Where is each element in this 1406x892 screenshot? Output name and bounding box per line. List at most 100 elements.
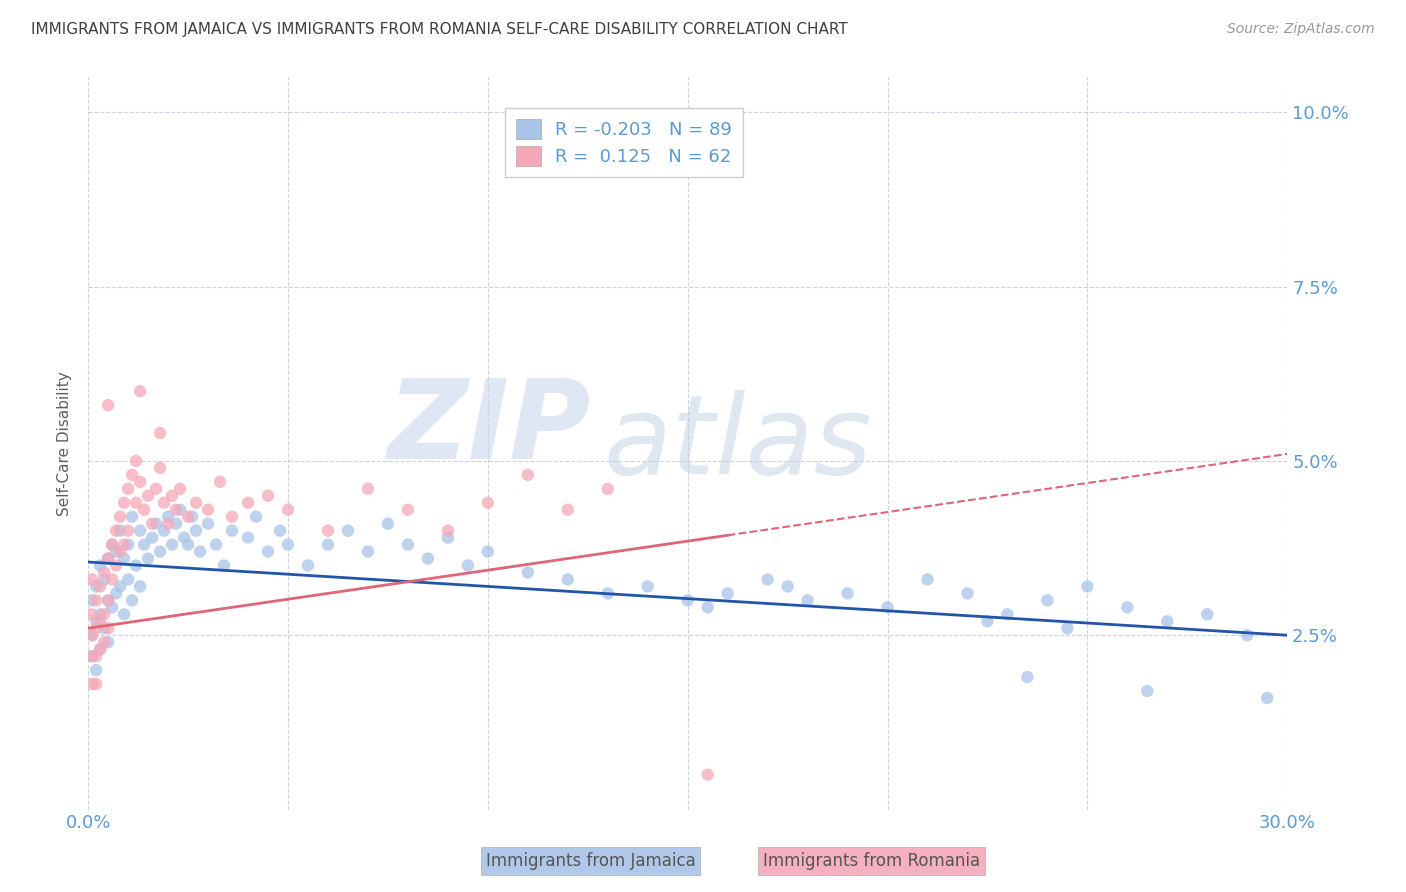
Point [89, 558, 111, 573]
Point [117, 482, 139, 496]
Point [184, 524, 207, 538]
Point [876, 600, 898, 615]
Point [101, 600, 124, 615]
Point [1036, 593, 1059, 607]
Point [84, 615, 107, 629]
Point [125, 496, 148, 510]
Point [297, 558, 319, 573]
Point [89, 607, 111, 622]
Text: Source: ZipAtlas.com: Source: ZipAtlas.com [1227, 22, 1375, 37]
Point [637, 579, 659, 593]
Point [89, 642, 111, 657]
Point [696, 767, 718, 781]
Point [117, 573, 139, 587]
Point [105, 558, 128, 573]
Point [221, 509, 243, 524]
Point [108, 524, 131, 538]
Point [596, 482, 619, 496]
Point [82, 593, 104, 607]
Point [696, 600, 718, 615]
Point [269, 524, 291, 538]
Point [84, 677, 107, 691]
Point [112, 551, 135, 566]
Point [277, 502, 299, 516]
Point [89, 579, 111, 593]
Point [756, 573, 779, 587]
Point [257, 489, 280, 503]
Point [236, 531, 259, 545]
Point [117, 524, 139, 538]
Point [136, 551, 159, 566]
Point [177, 538, 200, 552]
Point [336, 524, 359, 538]
Point [82, 607, 104, 622]
Point [129, 475, 152, 489]
Point [157, 509, 180, 524]
Point [557, 502, 579, 516]
Point [184, 496, 207, 510]
Point [97, 593, 120, 607]
Point [1017, 670, 1039, 684]
Point [84, 579, 107, 593]
Point [357, 544, 380, 558]
Point [129, 524, 152, 538]
Point [153, 524, 176, 538]
Point [245, 509, 267, 524]
Point [437, 531, 460, 545]
Point [112, 496, 135, 510]
Point [93, 566, 115, 580]
Point [84, 663, 107, 677]
Point [105, 544, 128, 558]
Text: IMMIGRANTS FROM JAMAICA VS IMMIGRANTS FROM ROMANIA SELF-CARE DISABILITY CORRELAT: IMMIGRANTS FROM JAMAICA VS IMMIGRANTS FR… [31, 22, 848, 37]
Point [160, 489, 183, 503]
Point [197, 502, 219, 516]
Point [101, 573, 124, 587]
Text: ZIP: ZIP [388, 376, 592, 483]
Point [97, 398, 120, 412]
Text: Immigrants from Romania: Immigrants from Romania [763, 852, 980, 870]
Point [173, 531, 195, 545]
Point [141, 516, 163, 531]
Point [105, 586, 128, 600]
Text: Immigrants from Jamaica: Immigrants from Jamaica [485, 852, 696, 870]
Point [145, 516, 167, 531]
Point [177, 509, 200, 524]
Point [1156, 615, 1178, 629]
Legend: R = -0.203   N = 89, R =  0.125   N = 62: R = -0.203 N = 89, R = 0.125 N = 62 [505, 109, 744, 178]
Point [316, 538, 339, 552]
Point [121, 593, 143, 607]
Point [1116, 600, 1139, 615]
Point [93, 621, 115, 635]
Point [377, 516, 399, 531]
Point [145, 482, 167, 496]
Point [149, 461, 172, 475]
Point [129, 579, 152, 593]
Point [212, 558, 235, 573]
Point [141, 531, 163, 545]
Point [108, 579, 131, 593]
Point [169, 502, 191, 516]
Point [717, 586, 740, 600]
Point [93, 635, 115, 649]
Point [457, 558, 479, 573]
Point [132, 502, 155, 516]
Point [477, 544, 499, 558]
Point [357, 482, 380, 496]
Point [82, 628, 104, 642]
Point [596, 586, 619, 600]
Point [181, 509, 204, 524]
Point [396, 538, 419, 552]
Y-axis label: Self-Care Disability: Self-Care Disability [58, 371, 72, 516]
Point [82, 628, 104, 642]
Point [82, 649, 104, 664]
Point [121, 467, 143, 482]
Point [149, 544, 172, 558]
Point [796, 593, 818, 607]
Point [257, 544, 280, 558]
Point [209, 475, 232, 489]
Point [112, 607, 135, 622]
Point [157, 516, 180, 531]
Point [89, 642, 111, 657]
Point [93, 573, 115, 587]
Point [956, 586, 979, 600]
